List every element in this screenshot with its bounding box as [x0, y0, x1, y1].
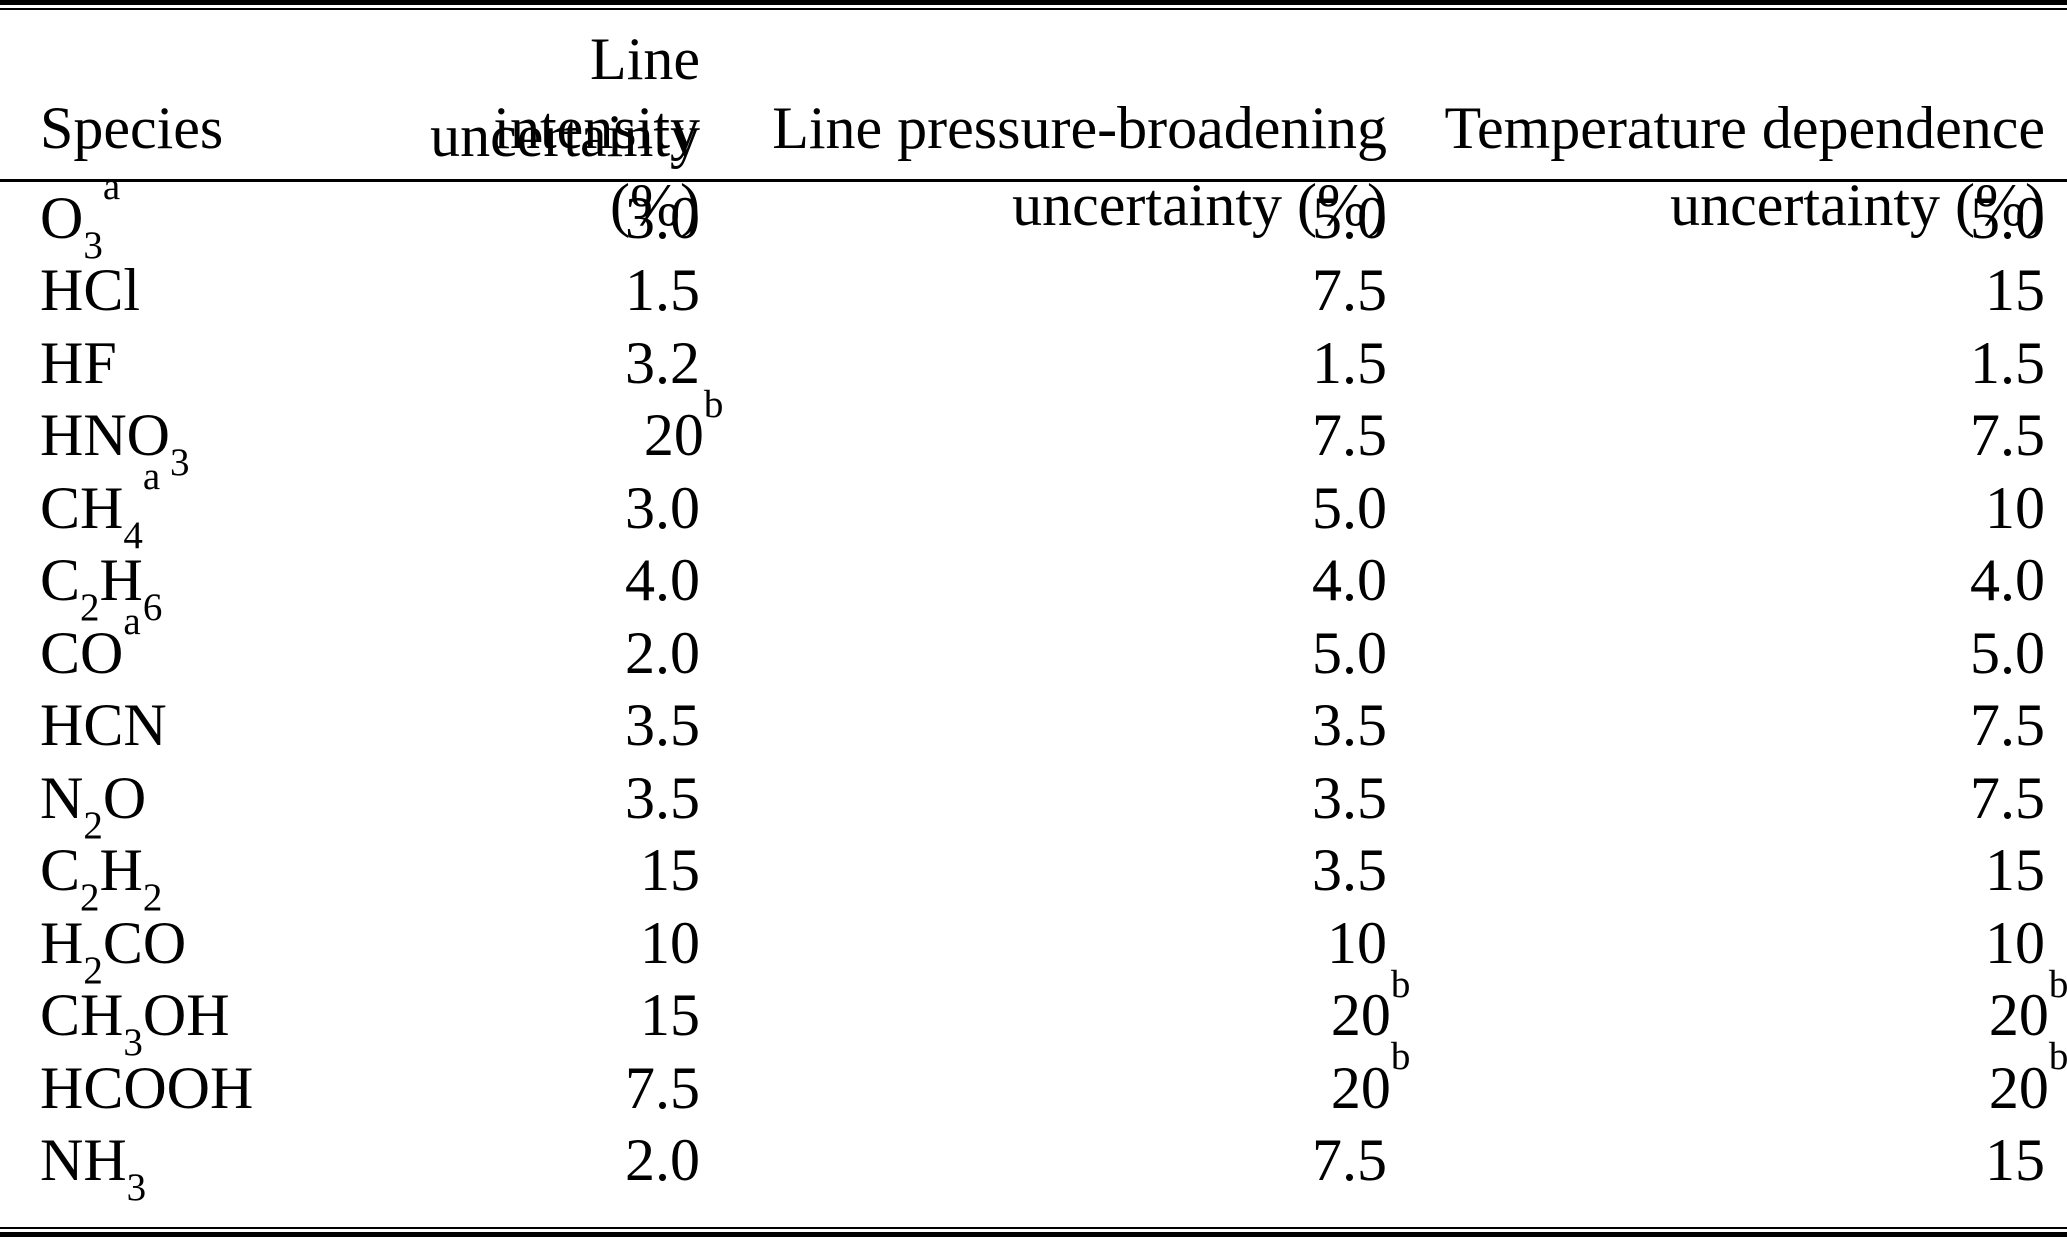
pressure-cell: 5.0	[1312, 184, 1387, 251]
table-body: O3a 3.0 5.0 5.0 HCl 1.5 7.5 15 HF 3.2 1.…	[0, 165, 2067, 1210]
pressure-cell: 20b	[1330, 1035, 1411, 1121]
intensity-cell: 15	[640, 837, 700, 904]
species-cell: HF	[40, 329, 117, 396]
table-row: C2H2 15 3.5 15	[0, 835, 2067, 920]
pressure-cell: 5.0	[1312, 619, 1387, 686]
species-cell: O3a	[40, 165, 121, 267]
table-row: HCOOH 7.5 20b 20b	[0, 1035, 2067, 1125]
temperature-cell: 15	[1985, 837, 2045, 904]
species-cell: CH4a	[40, 455, 161, 557]
species-cell: NH3	[40, 1127, 147, 1210]
intensity-cell: 7.5	[625, 1054, 700, 1121]
temperature-cell: 20b	[1988, 1035, 2067, 1121]
pressure-cell: 1.5	[1312, 329, 1387, 396]
species-cell: CH3OH	[40, 982, 230, 1065]
intensity-cell: 3.5	[625, 764, 700, 831]
temperature-cell: 4.0	[1970, 547, 2045, 614]
intensity-cell: 3.5	[625, 692, 700, 759]
species-cell: C2H2	[40, 837, 163, 920]
species-cell: HCN	[40, 692, 167, 759]
temperature-cell: 15	[1985, 1127, 2045, 1194]
temperature-cell: 7.5	[1970, 402, 2045, 469]
table-header-line2: uncertainty (%) uncertainty (%) uncertai…	[0, 102, 2067, 238]
pressure-cell: 7.5	[1312, 402, 1387, 469]
pressure-cell: 10	[1327, 909, 1387, 976]
table-row: HCl 1.5 7.5 15	[0, 255, 2067, 328]
intensity-cell: 2.0	[625, 1127, 700, 1194]
species-cell: N2O	[40, 764, 147, 847]
table-row: CH4a 3.0 5.0 10	[0, 455, 2067, 557]
temperature-cell: 7.5	[1970, 692, 2045, 759]
top-rule-thick	[0, 0, 2067, 5]
header-intensity-line2: uncertainty (%)	[430, 103, 700, 238]
bottom-rules	[0, 1227, 2067, 1237]
temperature-cell: 7.5	[1970, 764, 2045, 831]
pressure-cell: 3.5	[1312, 837, 1387, 904]
table-row: NH3 2.0 7.5 15	[0, 1125, 2067, 1210]
table-row: HF 3.2 1.5 1.5	[0, 327, 2067, 400]
table-row: O3a 3.0 5.0 5.0	[0, 165, 2067, 267]
intensity-cell: 3.2	[625, 329, 700, 396]
bottom-rule-thin	[0, 1227, 2067, 1229]
intensity-cell: 20b	[643, 382, 724, 469]
table-header: Species Line intensity Line pressure-bro…	[0, 10, 2067, 238]
table-header-line1: Species Line intensity Line pressure-bro…	[0, 25, 2067, 161]
table-row: C2H6 4.0 4.0 4.0	[0, 545, 2067, 630]
temperature-cell: 15	[1985, 257, 2045, 324]
table-row: CH3OH 15 20b 20b	[0, 962, 2067, 1065]
pressure-cell: 7.5	[1312, 1127, 1387, 1194]
header-intensity-line1: Line intensity	[493, 26, 700, 161]
intensity-cell: 4.0	[625, 547, 700, 614]
temperature-cell: 1.5	[1970, 329, 2045, 396]
table-row: HCN 3.5 3.5 7.5	[0, 690, 2067, 763]
intensity-cell: 2.0	[625, 619, 700, 686]
bottom-rule-thick	[0, 1232, 2067, 1237]
header-species: Species	[40, 95, 224, 161]
temperature-cell: 5.0	[1970, 619, 2045, 686]
table-row: HNO3 20b 7.5 7.5	[0, 382, 2067, 485]
temperature-cell: 10	[1985, 474, 2045, 541]
temperature-cell: 20b	[1988, 962, 2067, 1049]
pressure-cell: 20b	[1330, 962, 1411, 1049]
intensity-cell: 1.5	[625, 257, 700, 324]
pressure-cell: 7.5	[1312, 257, 1387, 324]
header-temperature-line1: Temperature dependence	[1444, 95, 2045, 161]
species-cell: HCOOH	[40, 1054, 254, 1121]
table-row: H2CO 10 10 10	[0, 907, 2067, 992]
top-rule-thin	[0, 8, 2067, 10]
pressure-cell: 5.0	[1312, 474, 1387, 541]
temperature-cell: 10	[1985, 909, 2045, 976]
intensity-cell: 3.0	[625, 474, 700, 541]
pressure-cell: 3.5	[1312, 764, 1387, 831]
temperature-cell: 5.0	[1970, 184, 2045, 251]
header-pressure-line2: uncertainty (%)	[1012, 172, 1387, 238]
species-cell: C2H6	[40, 547, 163, 630]
species-cell: COa	[40, 600, 141, 686]
intensity-cell: 15	[640, 982, 700, 1049]
table-row: N2O 3.5 3.5 7.5	[0, 762, 2067, 847]
table-row: COa 2.0 5.0 5.0	[0, 600, 2067, 690]
header-separator-rule	[0, 179, 2067, 182]
intensity-cell: 3.0	[625, 184, 700, 251]
pressure-cell: 3.5	[1312, 692, 1387, 759]
species-cell: HCl	[40, 257, 141, 324]
header-pressure-line1: Line pressure-broadening	[772, 95, 1387, 161]
species-cell: H2CO	[40, 909, 187, 992]
intensity-cell: 10	[640, 909, 700, 976]
header-temperature-line2: uncertainty (%)	[1670, 172, 2045, 238]
species-cell: HNO3	[40, 402, 190, 485]
pressure-cell: 4.0	[1312, 547, 1387, 614]
